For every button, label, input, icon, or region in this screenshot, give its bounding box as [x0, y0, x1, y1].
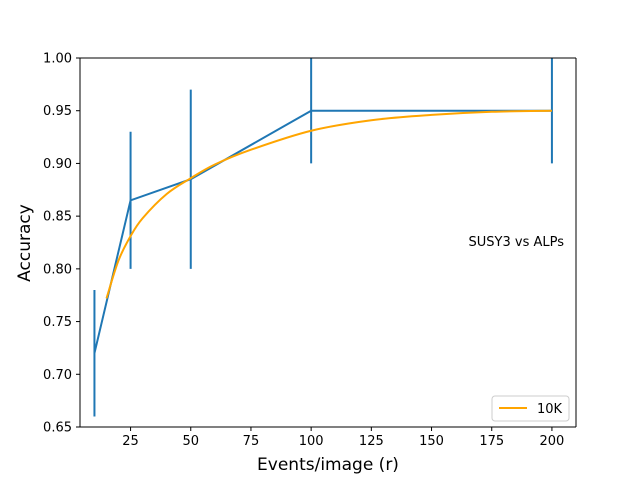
- x-tick-label: 125: [359, 434, 384, 449]
- y-tick-label: 1.00: [43, 52, 72, 67]
- y-tick-label: 0.75: [43, 315, 72, 330]
- chart-annotation: SUSY3 vs ALPs: [469, 235, 565, 250]
- y-tick-label: 0.80: [43, 262, 72, 277]
- x-tick-label: 50: [182, 434, 199, 449]
- y-axis-label: Accuracy: [15, 204, 35, 282]
- y-tick-label: 0.90: [43, 157, 72, 172]
- y-tick-label: 0.70: [43, 368, 72, 383]
- x-tick-label: 75: [243, 434, 260, 449]
- y-axis-ticks: 0.65 0.70 0.75 0.80 0.85 0.90 0.95 1.00: [43, 52, 80, 436]
- x-tick-label: 150: [419, 434, 444, 449]
- y-tick-label: 0.95: [43, 104, 72, 119]
- x-axis-ticks: 25 50 75 100 125 150 175 200: [122, 427, 564, 449]
- x-tick-label: 200: [540, 434, 565, 449]
- axes-frame: [79, 57, 577, 428]
- legend-box: [491, 395, 570, 422]
- plot-area: [80, 58, 576, 427]
- x-tick-label: 25: [122, 434, 139, 449]
- legend-label: 10K: [537, 402, 563, 417]
- x-axis-label: Events/image (r): [257, 455, 399, 475]
- x-tick-label: 100: [299, 434, 324, 449]
- x-tick-label: 175: [479, 434, 504, 449]
- fit-curve-10k: [105, 109, 552, 299]
- y-tick-label: 0.85: [43, 210, 72, 225]
- series-layer: [93, 58, 553, 417]
- y-tick-label: 0.65: [43, 421, 72, 436]
- legend: 10K: [491, 395, 570, 422]
